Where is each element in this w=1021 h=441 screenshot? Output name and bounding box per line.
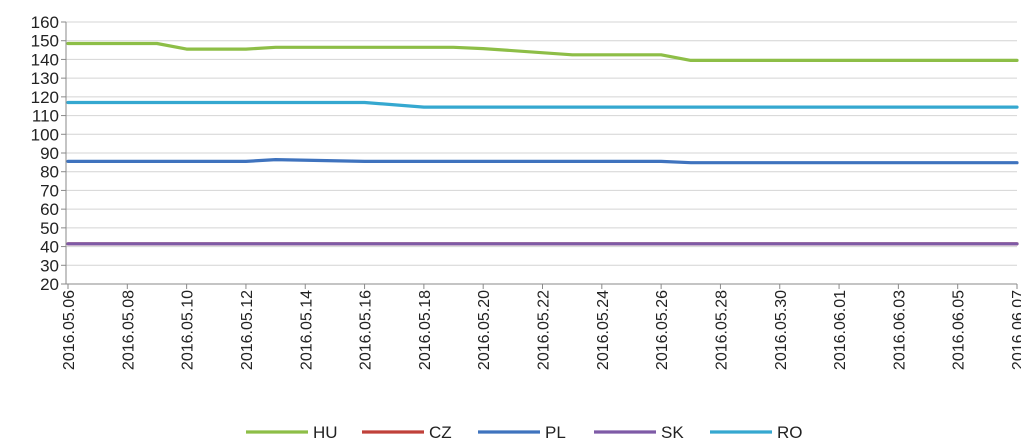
legend-label-ro: RO xyxy=(777,423,803,441)
legend: HU CZ PL SK RO xyxy=(246,423,803,441)
x-tick-label: 2016.06.01 xyxy=(832,290,849,370)
x-axis-tick-labels: 2016.05.06 2016.05.08 2016.05.10 2016.05.12… xyxy=(61,290,1021,370)
legend-label-pl: PL xyxy=(545,423,566,441)
x-tick-label: 2016.06.07 xyxy=(1010,290,1021,370)
x-tick-label: 2016.05.30 xyxy=(773,290,790,370)
x-tick-label: 2016.05.12 xyxy=(239,290,256,370)
legend-label-hu: HU xyxy=(313,423,338,441)
legend-label-sk: SK xyxy=(661,423,684,441)
x-tick-label: 2016.05.08 xyxy=(120,290,137,370)
x-tick-label: 2016.05.22 xyxy=(536,290,553,370)
y-tick-label: 40 xyxy=(40,238,59,257)
x-tick-label: 2016.06.05 xyxy=(951,290,968,370)
y-tick-label: 30 xyxy=(40,256,59,275)
x-tick-label: 2016.05.18 xyxy=(417,290,434,370)
x-tick-label: 2016.06.03 xyxy=(891,290,908,370)
x-tick-label: 2016.05.26 xyxy=(654,290,671,370)
y-tick-label: 100 xyxy=(31,125,59,144)
y-tick-label: 70 xyxy=(40,181,59,200)
y-tick-label: 150 xyxy=(31,32,59,51)
y-tick-label: 50 xyxy=(40,219,59,238)
x-tick-label: 2016.05.20 xyxy=(476,290,493,370)
y-tick-label: 20 xyxy=(40,275,59,294)
y-tick-label: 120 xyxy=(31,88,59,107)
x-tick-label: 2016.05.10 xyxy=(180,290,197,370)
series-line-hu xyxy=(66,41,1019,63)
y-tick-label: 90 xyxy=(40,144,59,163)
y-tick-label: 140 xyxy=(31,50,59,69)
x-tick-label: 2016.05.24 xyxy=(595,290,612,370)
series-lines xyxy=(66,41,1019,246)
x-tick-label: 2016.05.28 xyxy=(713,290,730,370)
series-line-ro xyxy=(66,100,1019,109)
series-line-pl xyxy=(66,158,1019,165)
axes xyxy=(61,21,1018,289)
y-tick-label: 110 xyxy=(32,107,59,126)
legend-label-cz: CZ xyxy=(429,423,452,441)
y-tick-label: 60 xyxy=(40,200,59,219)
x-tick-label: 2016.05.16 xyxy=(358,290,375,370)
gridlines xyxy=(66,21,1017,266)
x-tick-label: 2016.05.06 xyxy=(61,290,78,370)
y-tick-label: 80 xyxy=(40,163,59,182)
x-tick-label: 2016.05.14 xyxy=(298,290,315,370)
y-tick-label: 160 xyxy=(31,13,59,32)
y-tick-label: 130 xyxy=(31,69,59,88)
